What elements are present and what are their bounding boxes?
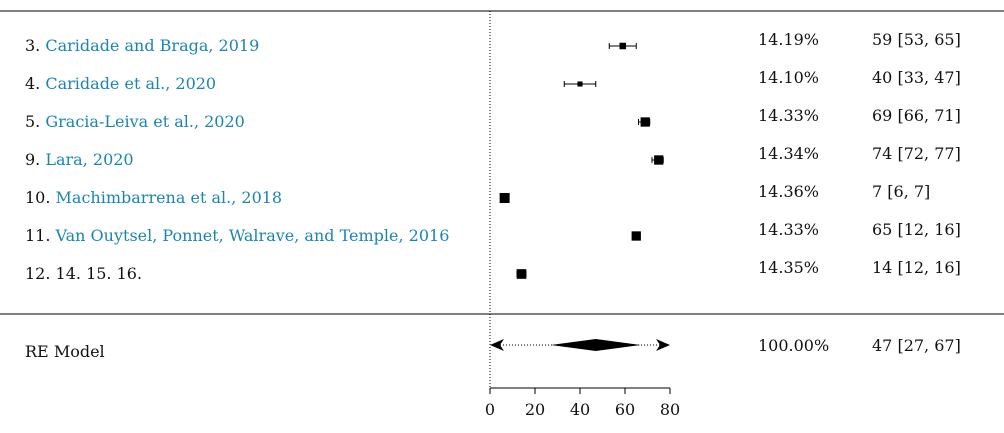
study-number: 4. xyxy=(25,74,45,93)
study-label: 12. 14. 15. 16. xyxy=(25,264,142,283)
study-number: 12. 14. 15. 16. xyxy=(25,264,142,283)
study-estimate: 59 [53, 65] xyxy=(872,30,961,49)
point-estimate xyxy=(631,231,641,241)
model-marks xyxy=(490,339,670,351)
study-label: 3. Caridade and Braga, 2019 xyxy=(25,36,259,55)
point-estimate xyxy=(619,42,626,50)
study-label: 11. Van Ouytsel, Ponnet, Walrave, and Te… xyxy=(25,226,449,245)
study-row: 9. Lara, 2020 14.34% 74 [72, 77] xyxy=(25,144,961,169)
study-label: 4. Caridade et al., 2020 xyxy=(25,74,216,93)
tick-label: 60 xyxy=(615,400,635,419)
study-number: 11. xyxy=(25,226,56,245)
study-number: 3. xyxy=(25,36,45,55)
study-weight: 14.19% xyxy=(758,30,819,49)
study-weight: 14.36% xyxy=(758,182,819,201)
study-row: 4. Caridade et al., 2020 14.10% 40 [33, 47… xyxy=(25,68,961,93)
study-label: 9. Lara, 2020 xyxy=(25,150,134,169)
study-weight: 14.34% xyxy=(758,144,819,163)
summary-diamond xyxy=(550,339,641,351)
x-axis: 0 20 40 60 80 xyxy=(485,387,680,419)
model-weight: 100.00% xyxy=(758,336,829,355)
tick-label: 0 xyxy=(485,400,495,419)
arrow-right-icon xyxy=(656,339,670,351)
study-label: 5. Gracia-Leiva et al., 2020 xyxy=(25,112,245,131)
study-row: 5. Gracia-Leiva et al., 2020 14.33% 69 [66… xyxy=(25,106,961,131)
study-row: 3. Caridade and Braga, 2019 14.19% 59 [53,… xyxy=(25,30,961,55)
study-link[interactable]: Machimbarrena et al., 2018 xyxy=(56,188,283,207)
model-label: RE Model xyxy=(25,342,105,361)
study-link[interactable]: Gracia-Leiva et al., 2020 xyxy=(45,112,244,131)
study-estimate: 40 [33, 47] xyxy=(872,68,961,87)
study-row: 12. 14. 15. 16. 14.35% 14 [12, 16] xyxy=(25,258,961,283)
point-estimate xyxy=(654,155,664,165)
study-link[interactable]: Van Ouytsel, Ponnet, Walrave, and Temple… xyxy=(55,226,450,245)
study-weight: 14.33% xyxy=(758,106,819,125)
tick-label: 40 xyxy=(570,400,590,419)
model-row: RE Model 100.00% 47 [27, 67] xyxy=(25,336,961,361)
study-link[interactable]: Lara, 2020 xyxy=(45,150,133,169)
study-number: 9. xyxy=(25,150,45,169)
study-row: 10. Machimbarrena et al., 2018 14.36% 7 [6… xyxy=(25,182,930,207)
study-number: 10. xyxy=(25,188,56,207)
study-link[interactable]: Caridade et al., 2020 xyxy=(45,74,216,93)
point-estimate xyxy=(640,117,650,127)
model-estimate: 47 [27, 67] xyxy=(872,336,961,355)
study-number: 5. xyxy=(25,112,45,131)
study-estimate: 7 [6, 7] xyxy=(872,182,930,201)
study-label: 10. Machimbarrena et al., 2018 xyxy=(25,188,282,207)
study-weight: 14.33% xyxy=(758,220,819,239)
study-row: 11. Van Ouytsel, Ponnet, Walrave, and Te… xyxy=(25,220,961,245)
study-weight: 14.10% xyxy=(758,68,819,87)
point-estimate xyxy=(499,193,510,203)
study-estimate: 14 [12, 16] xyxy=(872,258,961,277)
study-estimate: 69 [66, 71] xyxy=(872,106,961,125)
arrow-left-icon xyxy=(490,339,504,351)
tick-label: 20 xyxy=(525,400,545,419)
study-estimate: 65 [12, 16] xyxy=(872,220,961,239)
study-rows: 3. Caridade and Braga, 2019 14.19% 59 [53,… xyxy=(25,30,961,283)
tick-label: 80 xyxy=(660,400,680,419)
study-weight: 14.35% xyxy=(758,258,819,277)
study-link[interactable]: Caridade and Braga, 2019 xyxy=(45,36,259,55)
point-estimate xyxy=(577,81,583,87)
study-estimate: 74 [72, 77] xyxy=(872,144,961,163)
point-estimate xyxy=(516,269,527,279)
